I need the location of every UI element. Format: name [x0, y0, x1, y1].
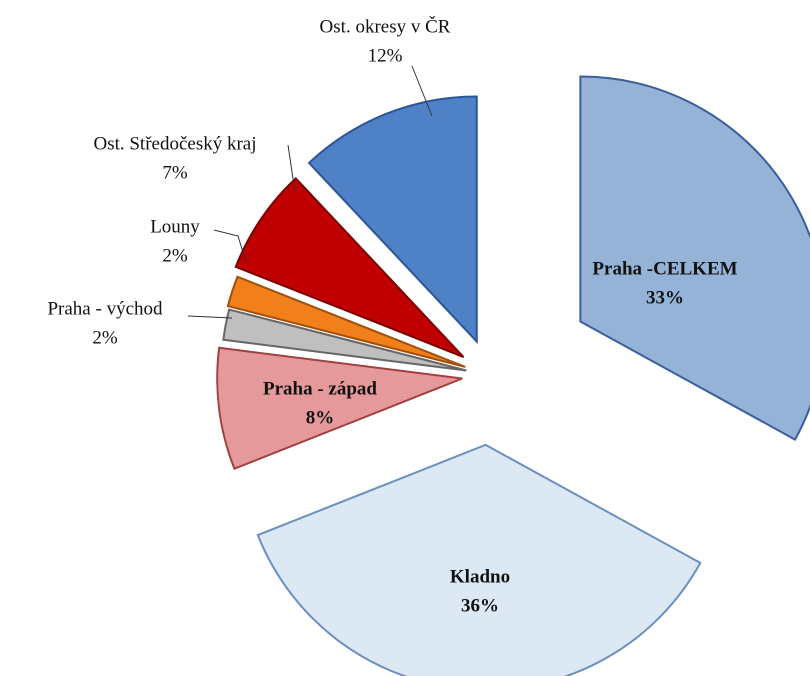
- pie-slice: [226, 275, 466, 368]
- slice-label: Ost. Středočeský kraj: [93, 133, 256, 154]
- pie-slice: [307, 95, 478, 345]
- slice-value-label: 36%: [461, 595, 499, 616]
- slice-label: Praha - západ: [263, 378, 377, 399]
- slice-label: Louny: [150, 216, 200, 237]
- slice-label: Kladno: [450, 566, 510, 587]
- slice-value-label: 33%: [646, 287, 684, 308]
- slice-value-label: 8%: [306, 407, 335, 428]
- pie-slice: [256, 443, 702, 676]
- slice-label: Ost. okresy v ČR: [320, 15, 451, 37]
- slice-value-label: 12%: [368, 45, 403, 66]
- slice-value-label: 2%: [162, 245, 188, 266]
- slice-value-label: 7%: [162, 162, 188, 183]
- leader-line: [187, 315, 233, 319]
- pie-slice: [222, 308, 467, 372]
- pie-slice: [216, 346, 463, 470]
- slice-label: Praha -CELKEM: [592, 258, 737, 279]
- leader-line: [287, 144, 296, 193]
- pie-slice: [234, 177, 465, 358]
- leader-line: [213, 229, 247, 263]
- leader-line: [411, 65, 433, 117]
- pie-slice: [579, 75, 810, 441]
- slice-label: Praha - východ: [47, 298, 163, 319]
- slice-value-label: 2%: [92, 327, 118, 348]
